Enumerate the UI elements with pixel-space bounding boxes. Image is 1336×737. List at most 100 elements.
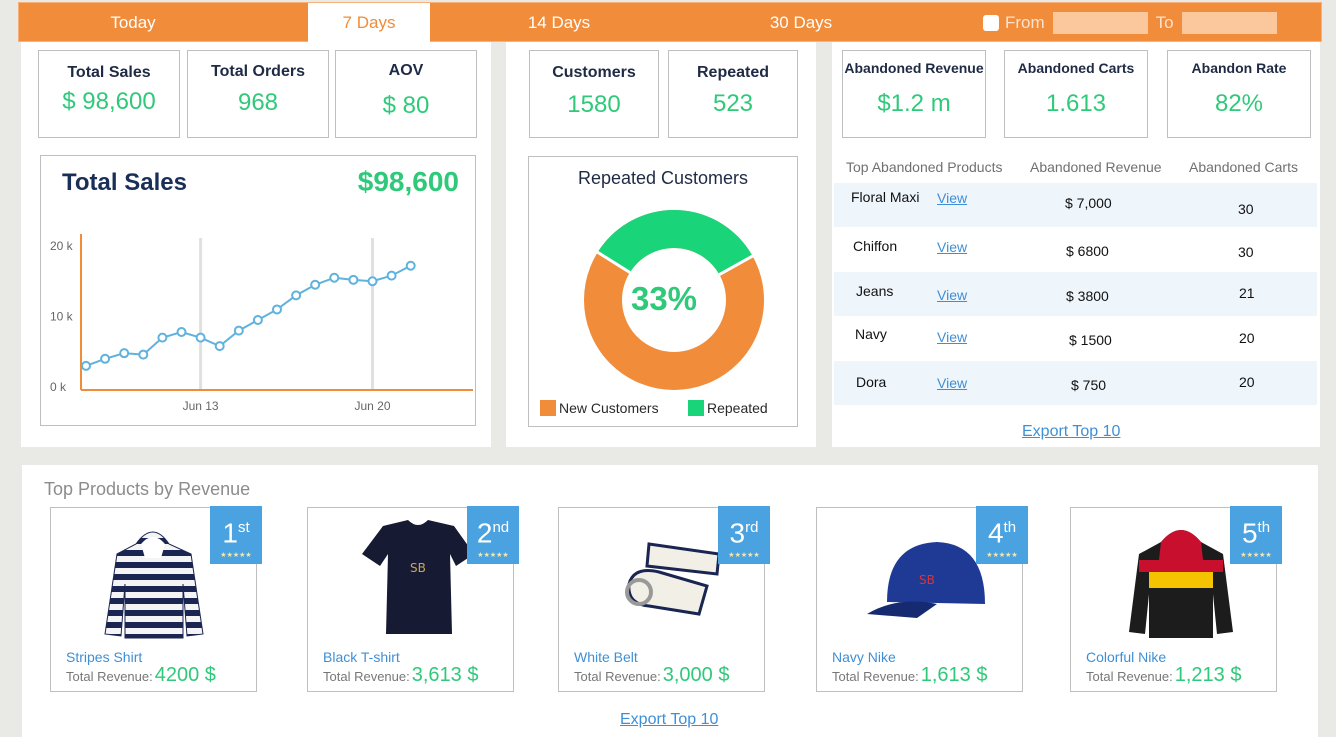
- data-point: [119, 348, 130, 359]
- product-name[interactable]: Navy Nike: [832, 649, 896, 665]
- from-date-input[interactable]: [1052, 12, 1148, 34]
- colorful-jacket-image: [1129, 530, 1233, 638]
- data-point: [195, 332, 206, 343]
- view-link[interactable]: View: [937, 239, 968, 255]
- rank-number: 4: [987, 517, 1004, 549]
- rank-badge: 5th ★★★★★: [1230, 506, 1282, 564]
- row-carts: 30: [1238, 244, 1254, 260]
- rating-stars: ★★★★★: [986, 552, 1018, 560]
- revenue-label: Total Revenue:: [574, 669, 661, 684]
- abandoned-carts-value: 1.613: [1045, 90, 1107, 117]
- product-revenue: Total Revenue: 3,613 $: [323, 664, 478, 687]
- total-sales-card: Total Sales $ 98,600: [38, 50, 180, 138]
- tab-7-days[interactable]: 7 Days: [308, 3, 430, 43]
- aov-card: AOV $ 80: [335, 50, 477, 138]
- repeated-card: Repeated 523: [668, 50, 798, 138]
- rank-number: 2: [476, 517, 493, 549]
- product-card-4[interactable]: SB 4th ★★★★★ Navy Nike Total Revenue: 1,6…: [816, 506, 1028, 692]
- product-revenue: Total Revenue: 3,000 $: [574, 664, 729, 687]
- total-sales-chart-card: Total Sales $98,600 Jun 13 Jun 20 0 k 10 k 2…: [40, 155, 476, 426]
- y-tick-label: 20 k: [50, 239, 74, 253]
- rank-badge: 1st ★★★★★: [210, 506, 262, 564]
- rank-number: 5: [1241, 517, 1258, 549]
- data-point: [157, 332, 168, 343]
- rank-suffix: st: [237, 519, 250, 536]
- view-link[interactable]: View: [937, 190, 968, 206]
- abandon-rate-label: Abandon Rate: [1191, 60, 1287, 76]
- row-revenue: $ 7,000: [1065, 195, 1112, 211]
- total-orders-label: Total Orders: [211, 63, 305, 80]
- product-card-2[interactable]: SB 2nd ★★★★★ Black T-shirt Total Revenue…: [307, 506, 519, 692]
- total-sales-label: Total Sales: [67, 64, 151, 81]
- row-revenue: $ 750: [1071, 377, 1107, 393]
- product-name[interactable]: Stripes Shirt: [66, 649, 143, 665]
- abandoned-carts-label: Abandoned Carts: [1017, 60, 1135, 76]
- row-carts: 21: [1239, 285, 1255, 301]
- rating-stars: ★★★★★: [728, 552, 760, 560]
- product-name: Floral Maxi: [851, 189, 920, 205]
- product-card-3[interactable]: 3rd ★★★★★ White Belt Total Revenue: 3,000…: [558, 506, 770, 692]
- repeated-customers-card: Repeated Customers 33% New Customers Rep…: [528, 156, 798, 427]
- black-tshirt-image: SB: [362, 520, 474, 634]
- to-date-input[interactable]: [1181, 12, 1277, 34]
- product-revenue: Total Revenue: 1,213 $: [1086, 664, 1241, 687]
- view-link[interactable]: View: [937, 329, 968, 345]
- revenue-label: Total Revenue:: [323, 669, 410, 684]
- data-point: [348, 274, 359, 285]
- view-link[interactable]: View: [937, 287, 968, 303]
- chart-total: $98,600: [357, 166, 459, 197]
- aov-label: AOV: [388, 62, 424, 79]
- data-point: [329, 272, 340, 283]
- product-revenue: Total Revenue: 4200 $: [66, 664, 216, 687]
- rank-number: 3: [729, 517, 746, 549]
- chart-title: Total Sales: [62, 169, 187, 196]
- data-point: [176, 327, 187, 338]
- row-carts: 20: [1239, 374, 1255, 390]
- product-name[interactable]: Colorful Nike: [1086, 649, 1167, 665]
- export-abandoned-link[interactable]: Export Top 10: [1022, 423, 1121, 440]
- col-header-product: Top Abandoned Products: [846, 159, 1003, 175]
- repeated-label: Repeated: [696, 64, 770, 81]
- sales-series-line: [85, 264, 412, 367]
- custom-date-range: From To: [983, 3, 1285, 43]
- abandoned-revenue-label: Abandoned Revenue: [844, 60, 984, 76]
- legend-repeated: Repeated: [688, 400, 768, 416]
- product-card-1[interactable]: 1st ★★★★★ Stripes Shirt Total Revenue: 42…: [50, 506, 262, 692]
- tab-14-days[interactable]: 14 Days: [527, 13, 591, 32]
- table-row: Jeans View $ 3800 21: [834, 272, 1317, 316]
- data-point: [233, 325, 244, 336]
- tab-today[interactable]: Today: [110, 13, 156, 32]
- export-products-link[interactable]: Export Top 10: [620, 711, 719, 728]
- product-name: Navy: [855, 326, 887, 342]
- tab-30-days[interactable]: 30 Days: [769, 13, 833, 32]
- product-name[interactable]: Black T-shirt: [323, 649, 400, 665]
- repeated-donut-chart: [584, 210, 764, 390]
- rank-suffix: th: [1003, 519, 1017, 536]
- data-point: [386, 270, 397, 281]
- data-point: [405, 260, 416, 271]
- product-card-5[interactable]: 5th ★★★★★ Colorful Nike Total Revenue: 1,…: [1070, 506, 1282, 692]
- table-row: Chiffon View $ 6800 30: [834, 229, 1317, 273]
- row-revenue: $ 1500: [1069, 332, 1112, 348]
- product-name[interactable]: White Belt: [574, 649, 638, 665]
- abandon-rate-value: 82%: [1214, 90, 1264, 117]
- rating-stars: ★★★★★: [220, 552, 252, 560]
- data-point: [291, 290, 302, 301]
- data-point: [310, 279, 321, 290]
- revenue-value: 1,613 $: [920, 664, 988, 686]
- rating-stars: ★★★★★: [1240, 552, 1272, 560]
- revenue-value: 1,213 $: [1174, 664, 1242, 686]
- custom-range-checkbox[interactable]: [983, 15, 999, 31]
- product-name: Dora: [856, 374, 887, 390]
- row-carts: 30: [1238, 201, 1254, 217]
- view-link[interactable]: View: [937, 375, 968, 391]
- revenue-label: Total Revenue:: [66, 669, 153, 684]
- total-orders-value: 968: [237, 89, 279, 116]
- rank-badge: 2nd ★★★★★: [467, 506, 519, 564]
- donut-separator: [596, 250, 632, 275]
- customers-label: Customers: [552, 64, 636, 81]
- row-carts: 20: [1239, 330, 1255, 346]
- donut-title: Repeated Customers: [577, 168, 749, 188]
- x-tick-label: Jun 20: [354, 399, 390, 413]
- striped-hoodie-image: [104, 531, 204, 639]
